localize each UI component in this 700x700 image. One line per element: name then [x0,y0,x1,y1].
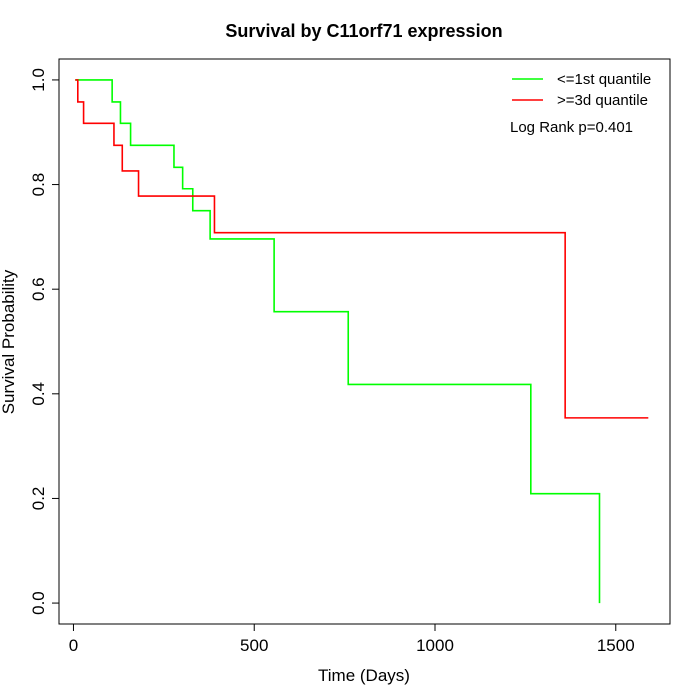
x-axis: 0 500 1000 1500 [69,624,635,655]
series-line-1 [75,79,649,419]
x-tick-label: 1000 [416,636,454,655]
chart-title: Survival by C11orf71 expression [225,21,502,41]
x-tick-label: 0 [69,636,78,655]
series-line-0 [75,79,601,604]
legend: <=1st quantile >=3d quantile [512,71,651,109]
survival-curves [75,79,649,604]
log-rank-annotation: Log Rank p=0.401 [510,119,633,136]
y-tick-label: 0.6 [29,277,48,301]
plot-frame [58,58,671,625]
y-tick-label: 0.0 [29,591,48,615]
y-tick-label: 0.2 [29,487,48,511]
x-tick-label: 1500 [597,636,635,655]
y-axis-label: Survival Probability [0,269,18,414]
x-axis-label: Time (Days) [318,666,410,685]
legend-label-0: <=1st quantile [557,71,651,88]
y-tick-label: 1.0 [29,68,48,92]
y-axis: 0.0 0.2 0.4 0.6 0.8 1.0 [29,68,59,615]
y-tick-label: 0.4 [29,382,48,406]
legend-label-1: >=3d quantile [557,92,648,109]
x-tick-label: 500 [240,636,268,655]
y-tick-label: 0.8 [29,173,48,197]
